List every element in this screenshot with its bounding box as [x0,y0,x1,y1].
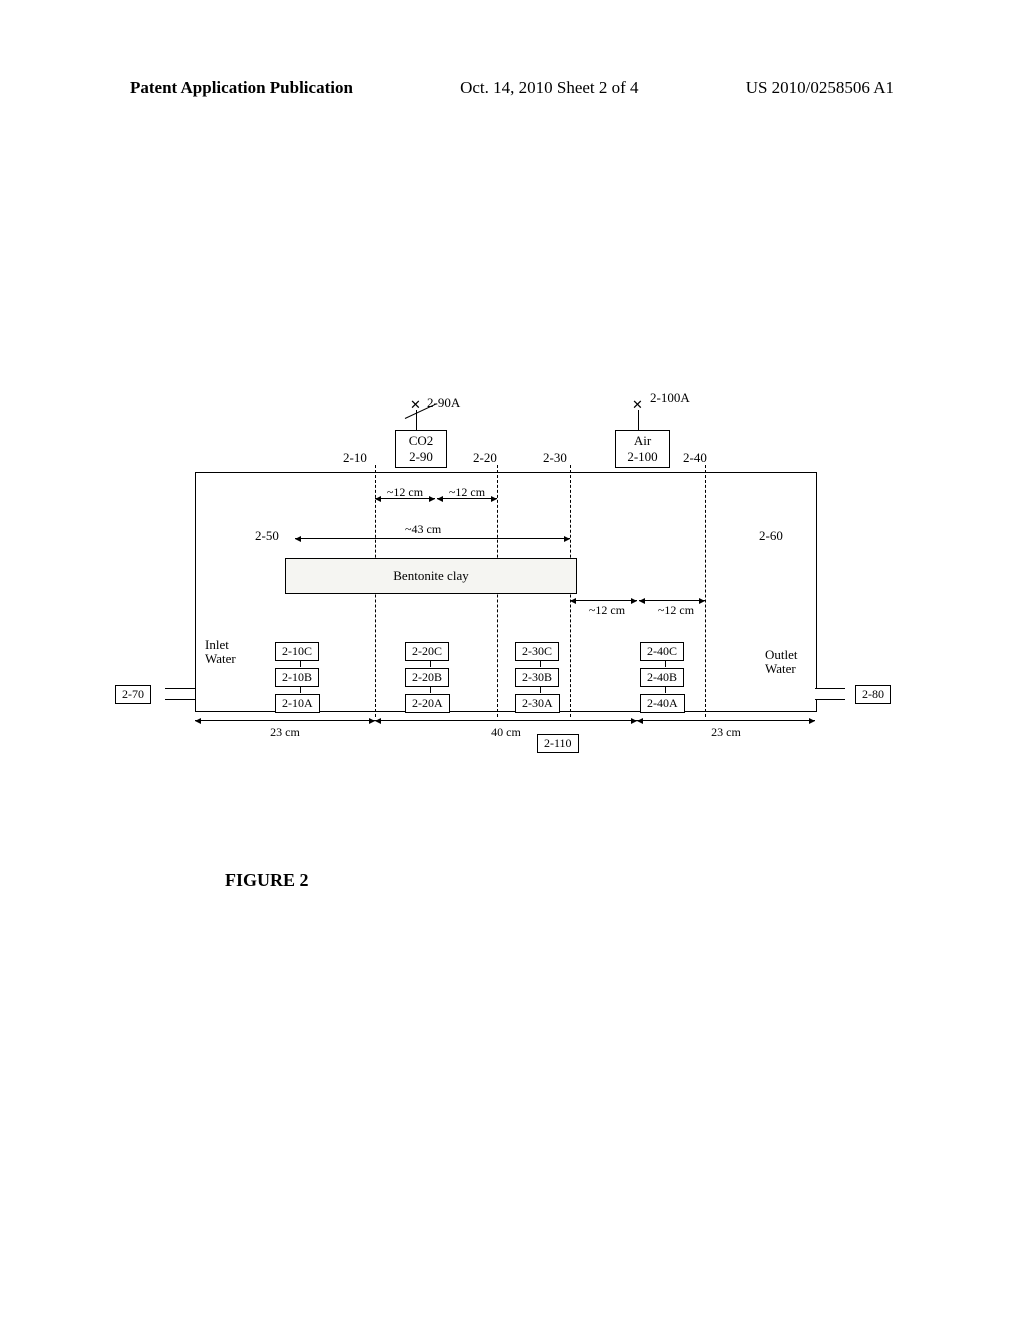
clay-label: Bentonite clay [393,568,468,584]
electrode-1-label: 2-10 [343,450,367,466]
ref-2-30A: 2-30A [515,694,560,713]
ref-2-20A: 2-20A [405,694,450,713]
ref-2-70: 2-70 [115,685,151,704]
dim-mid-43-text: ~43 cm [405,522,441,537]
outlet-water-label: Outlet Water [765,648,815,677]
ref-2-60: 2-60 [759,528,783,544]
header-mid: Oct. 14, 2010 Sheet 2 of 4 [460,78,638,98]
ref-2-20C: 2-20C [405,642,449,661]
dim-bottom-23a-text: 23 cm [195,725,375,740]
clay-slab: Bentonite clay [285,558,577,594]
ref-2-10B: 2-10B [275,668,319,687]
header-left: Patent Application Publication [130,78,353,98]
co2-valve-ref: 2-90A [427,395,460,411]
dim-top-12b-text: ~12 cm [437,486,497,498]
figure-2: CO2 2-90 ✕ 2-90A Air 2-100 ✕ 2-100A 2-10… [95,400,925,830]
page: Patent Application Publication Oct. 14, … [0,0,1024,1320]
co2-ref: 2-90 [400,449,442,465]
dim-r12a-text: ~12 cm [582,603,632,618]
inlet-water-label: Inlet Water [205,638,255,667]
air-ref: 2-100 [620,449,665,465]
air-valve-icon: ✕ [632,398,643,411]
ref-2-30B: 2-30B [515,668,559,687]
dim-r12b: ~12 cm [639,600,705,601]
dim-top-12b: ~12 cm [437,486,497,499]
ref-2-40C: 2-40C [640,642,684,661]
dim-top-12a: ~12 cm [375,486,435,499]
electrode-2-label: 2-20 [473,450,497,466]
electrode-4-label: 2-40 [683,450,707,466]
dim-bottom-40: 40 cm [375,720,637,740]
electrode-4-line [705,465,706,717]
air-valve-stem [638,410,639,430]
co2-title: CO2 [400,433,442,449]
air-valve-ref: 2-100A [650,390,690,406]
air-box: Air 2-100 [615,430,670,468]
dim-bottom-40-text: 40 cm [375,725,637,740]
ref-2-40A: 2-40A [640,694,685,713]
outlet-port [815,688,845,700]
co2-box: CO2 2-90 [395,430,447,468]
dim-bottom-23b-text: 23 cm [637,725,815,740]
ref-2-10C: 2-10C [275,642,319,661]
co2-valve-icon: ✕ [410,398,421,411]
inlet-port [165,688,195,700]
dim-r12a: ~12 cm [570,600,637,601]
ref-2-50: 2-50 [255,528,279,544]
ref-2-110: 2-110 [537,734,579,753]
dim-mid-43: ~43 cm [295,538,570,539]
ref-2-30C: 2-30C [515,642,559,661]
page-header: Patent Application Publication Oct. 14, … [0,78,1024,98]
dim-r12b-text: ~12 cm [651,603,701,618]
ref-2-20B: 2-20B [405,668,449,687]
ref-2-10A: 2-10A [275,694,320,713]
ref-2-80: 2-80 [855,685,891,704]
air-title: Air [620,433,665,449]
figure-caption: FIGURE 2 [225,870,309,891]
dim-bottom-23a: 23 cm [195,720,375,740]
electrode-3-label: 2-30 [543,450,567,466]
ref-2-40B: 2-40B [640,668,684,687]
dim-bottom-23b: 23 cm [637,720,815,740]
header-right: US 2010/0258506 A1 [746,78,894,98]
dim-top-12a-text: ~12 cm [375,486,435,498]
